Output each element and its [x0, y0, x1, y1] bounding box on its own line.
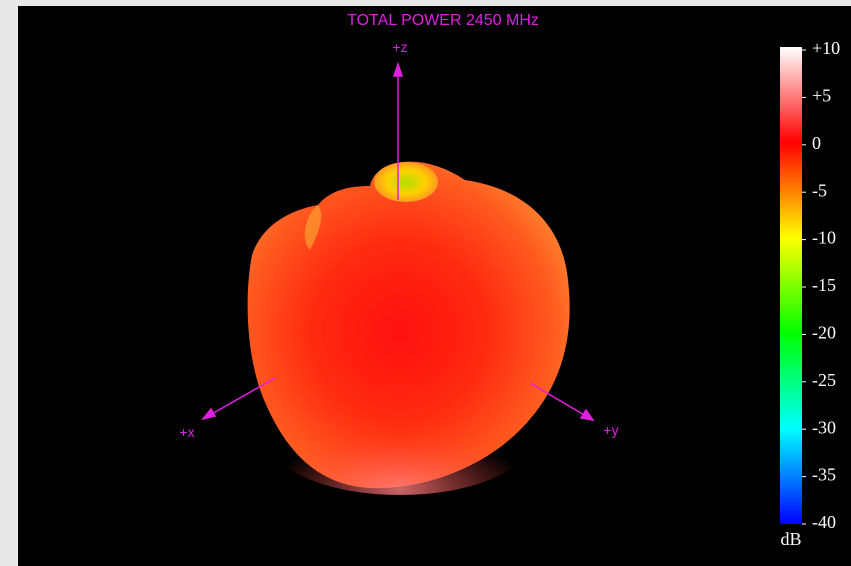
z-arrow	[392, 61, 404, 77]
y-axis	[529, 382, 587, 417]
colorbar-tick-label: -40	[812, 512, 836, 532]
colorbar-tick-label: -35	[812, 465, 836, 485]
colorbar-tick-label: +10	[812, 38, 840, 58]
axis-label: +z	[392, 39, 407, 55]
colorbar	[780, 47, 802, 524]
colorbar-tick-label: +5	[812, 86, 831, 106]
y-arrow	[579, 408, 595, 422]
axis-label: +x	[179, 424, 194, 440]
colorbar-unit: dB	[780, 529, 801, 549]
colorbar-tick-label: -15	[812, 275, 836, 295]
colorbar-tick-label: -30	[812, 417, 836, 437]
colorbar-tick-label: -5	[812, 180, 827, 200]
colorbar-tick-label: 0	[812, 133, 821, 153]
x-arrow	[201, 407, 217, 421]
pattern-null	[374, 162, 438, 202]
axes	[201, 61, 595, 422]
colorbar-tick-label: -25	[812, 370, 836, 390]
colorbar-tick-label: -10	[812, 228, 836, 248]
chart-title: TOTAL POWER 2450 MHz	[347, 12, 539, 29]
surface-shading	[304, 205, 322, 250]
surface-shading	[270, 385, 530, 495]
axis-label: +y	[603, 422, 618, 438]
colorbar-tick-label: -20	[812, 323, 836, 343]
x-axis	[209, 377, 276, 416]
